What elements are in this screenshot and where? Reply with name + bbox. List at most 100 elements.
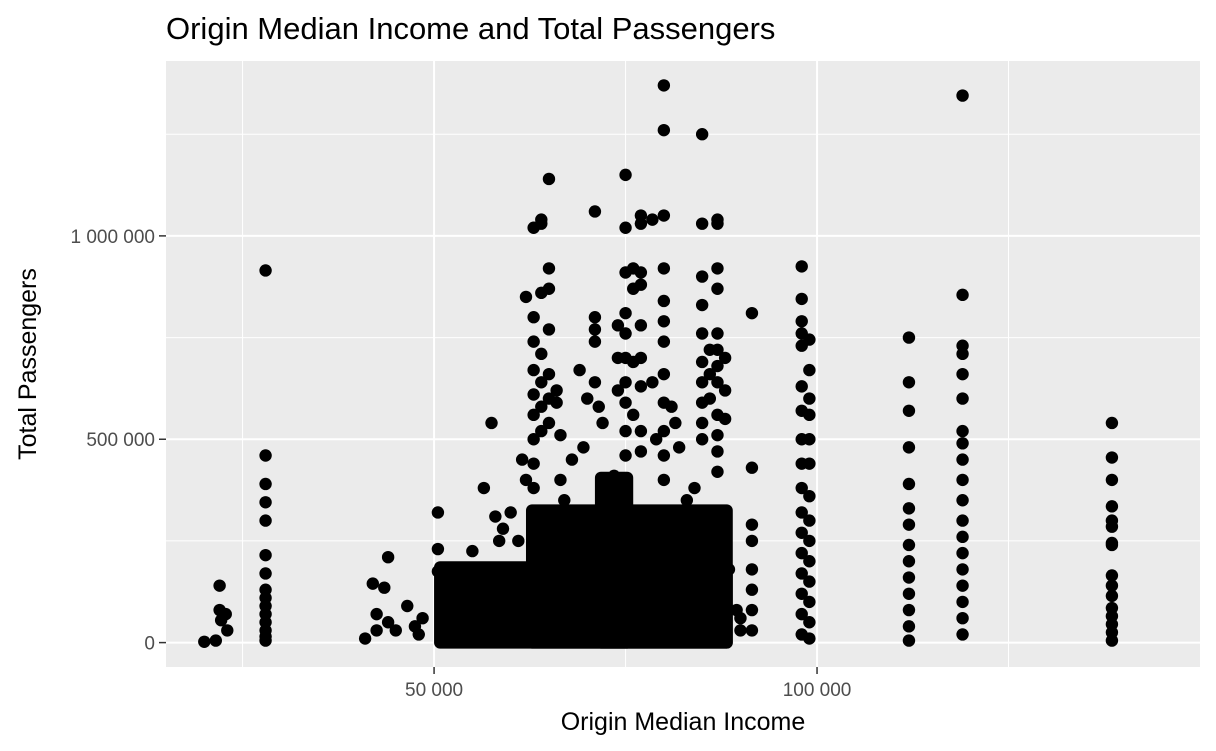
data-point <box>902 518 916 531</box>
data-point <box>646 213 659 226</box>
data-point <box>657 424 671 438</box>
data-point <box>619 168 632 182</box>
data-point <box>470 599 483 613</box>
data-point <box>649 433 663 446</box>
data-point <box>803 363 816 377</box>
data-point <box>711 282 724 295</box>
data-point <box>803 408 816 422</box>
data-point <box>607 469 621 483</box>
data-point <box>745 563 759 576</box>
data-point <box>370 624 383 637</box>
data-point <box>634 319 648 332</box>
data-point <box>554 473 567 487</box>
data-point <box>695 327 709 340</box>
data-point <box>956 563 969 576</box>
data-point <box>489 510 502 523</box>
data-point <box>795 567 808 580</box>
data-point <box>535 347 548 361</box>
data-point <box>902 603 916 617</box>
data-point <box>718 412 732 426</box>
data-point <box>956 494 969 507</box>
data-point <box>527 514 540 527</box>
data-point <box>803 333 816 346</box>
data-point <box>634 266 648 279</box>
data-point <box>956 347 969 361</box>
data-point <box>619 327 632 340</box>
data-point <box>542 262 556 275</box>
data-point <box>542 416 556 430</box>
data-points <box>198 79 1119 648</box>
data-point <box>657 209 671 222</box>
data-point <box>554 428 567 442</box>
x-axis-title: Origin Median Income <box>561 708 806 736</box>
data-point <box>902 404 916 417</box>
data-point <box>795 526 808 539</box>
data-point <box>695 355 709 369</box>
data-point <box>718 351 732 365</box>
data-point <box>627 408 640 422</box>
data-point <box>389 624 402 637</box>
data-point <box>1105 579 1119 592</box>
data-point <box>695 128 709 141</box>
data-point <box>695 433 709 446</box>
data-point <box>795 292 808 306</box>
data-point <box>956 611 969 625</box>
data-point <box>565 453 579 466</box>
data-point <box>619 473 632 487</box>
data-point <box>902 538 916 552</box>
data-point <box>259 514 272 527</box>
data-point <box>431 542 445 556</box>
data-point <box>956 473 969 487</box>
data-point <box>956 392 969 405</box>
data-point <box>665 400 678 413</box>
data-point <box>519 473 533 487</box>
data-point <box>412 628 425 641</box>
data-point <box>581 392 594 405</box>
data-point <box>259 634 272 647</box>
data-point <box>1105 473 1119 487</box>
data-point <box>745 624 759 637</box>
data-point <box>745 603 759 617</box>
data-point <box>711 445 724 458</box>
data-point <box>634 445 648 458</box>
data-point <box>542 172 556 186</box>
data-point <box>745 518 759 531</box>
data-point <box>527 363 540 377</box>
data-point <box>401 599 414 613</box>
data-point <box>956 530 969 544</box>
data-point <box>577 441 590 454</box>
major-gridlines <box>166 61 1200 667</box>
data-point <box>477 481 491 495</box>
data-point <box>795 481 808 495</box>
data-point <box>803 575 816 588</box>
data-point <box>550 396 563 409</box>
data-point <box>695 298 709 312</box>
data-point <box>795 380 808 393</box>
data-point <box>573 363 586 377</box>
data-point <box>259 567 272 580</box>
data-point <box>795 506 808 519</box>
data-point <box>695 270 709 283</box>
data-point <box>1105 500 1119 513</box>
data-point <box>956 514 969 527</box>
data-point <box>519 290 533 304</box>
data-point <box>527 481 540 495</box>
data-point <box>588 376 602 389</box>
dense-region <box>594 471 634 649</box>
data-point <box>803 534 816 548</box>
data-point <box>504 506 517 519</box>
data-point <box>688 481 701 495</box>
data-point <box>711 376 724 389</box>
data-point <box>803 457 816 470</box>
data-point <box>1105 569 1119 582</box>
data-point <box>527 457 540 470</box>
data-point <box>542 323 556 336</box>
data-point <box>558 494 571 507</box>
data-point <box>803 392 816 405</box>
data-point <box>213 579 226 592</box>
data-point <box>803 489 816 503</box>
data-point <box>902 571 916 584</box>
data-point <box>745 306 759 320</box>
data-point <box>1105 451 1119 464</box>
data-point <box>680 494 694 507</box>
